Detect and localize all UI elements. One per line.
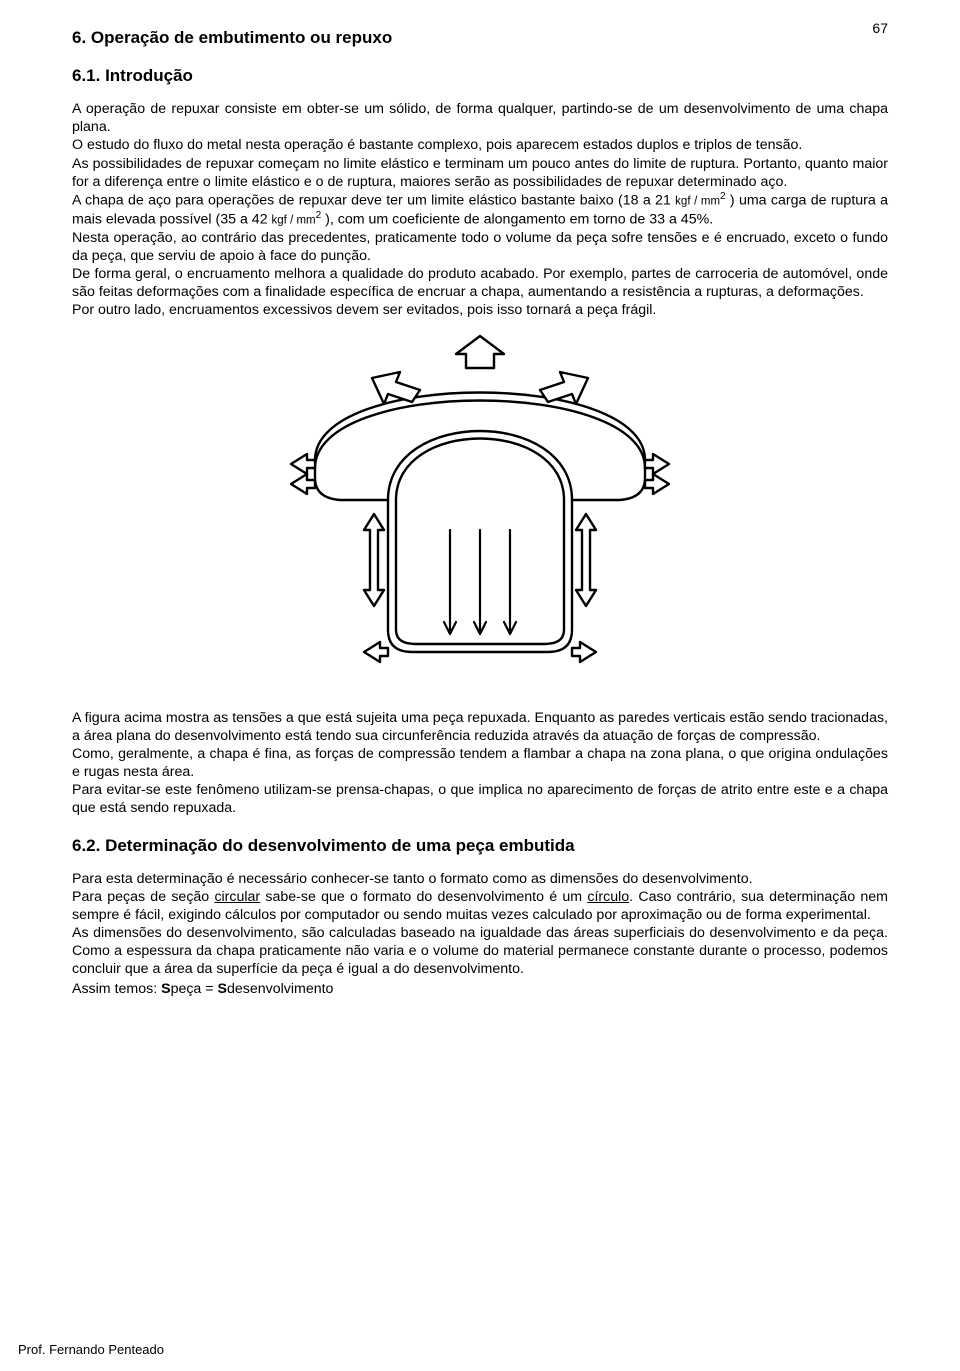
para-11a: Para esta determinação é necessário conh…	[72, 870, 888, 888]
text: desenvolvimento	[227, 981, 333, 997]
underline-circulo: círculo	[587, 889, 629, 905]
unit-2: kgf / mm	[272, 215, 316, 227]
para-3: As possibilidades de repuxar começam no …	[72, 155, 888, 191]
chapter-title: 6. Operação de embutimento ou repuxo	[72, 28, 888, 48]
text: Para peças de seção	[72, 889, 214, 905]
S-peca: S	[161, 981, 170, 997]
para-2: O estudo do fluxo do metal nesta operaçã…	[72, 136, 888, 154]
para-11b: Para peças de seção circular sabe-se que…	[72, 888, 888, 924]
para-5: Nesta operação, ao contrário das precede…	[72, 229, 888, 265]
text: A chapa de aço para operações de repuxar…	[72, 193, 675, 209]
section-6-2: 6.2. Determinação do desenvolvimento de …	[72, 836, 888, 856]
text: sabe-se que o formato do desenvolvimento…	[260, 889, 587, 905]
text: peça =	[171, 981, 218, 997]
text: ), com um coeficiente de alongamento em …	[321, 212, 713, 228]
para-6: De forma geral, o encruamento melhora a …	[72, 265, 888, 301]
para-7: Por outro lado, encruamentos excessivos …	[72, 301, 888, 319]
page: 67 6. Operação de embutimento ou repuxo …	[0, 0, 960, 1371]
underline-circular: circular	[214, 889, 260, 905]
para-9: Como, geralmente, a chapa é fina, as for…	[72, 745, 888, 781]
section-6-1: 6.1. Introdução	[72, 66, 888, 86]
para-12: As dimensões do desenvolvimento, são cal…	[72, 924, 888, 979]
deep-drawing-svg	[270, 330, 690, 690]
S-desenv: S	[218, 981, 227, 997]
page-number: 67	[872, 20, 888, 36]
text: Assim temos:	[72, 981, 161, 997]
unit-1: kgf / mm	[675, 196, 720, 208]
footer-author: Prof. Fernando Penteado	[18, 1342, 164, 1357]
para-1: A operação de repuxar consiste em obter-…	[72, 100, 888, 136]
para-10: Para evitar-se este fenômeno utilizam-se…	[72, 781, 888, 817]
figure-deep-drawing	[72, 330, 888, 695]
formula: Assim temos: Speça = Sdesenvolvimento	[72, 981, 888, 997]
para-8: A figura acima mostra as tensões a que e…	[72, 709, 888, 745]
para-4: A chapa de aço para operações de repuxar…	[72, 191, 888, 229]
